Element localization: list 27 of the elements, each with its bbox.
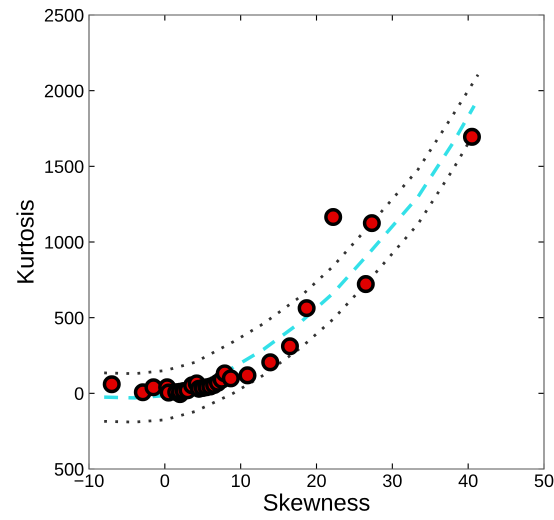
x-tick-label: 20 — [307, 474, 326, 488]
y-tick-label: 1000 — [45, 236, 84, 249]
point — [324, 208, 342, 226]
y-axis-title: Kurtosis — [16, 200, 34, 283]
point — [102, 375, 121, 394]
y-tick-label: 1500 — [45, 160, 84, 174]
x-tick-label: −10 — [74, 474, 104, 488]
x-tick-label: 40 — [458, 474, 478, 488]
point — [362, 214, 381, 232]
x-tick-label: 30 — [382, 474, 402, 488]
y-tick-label: 0 — [74, 387, 84, 400]
point — [261, 353, 280, 372]
y-tick-label: 2000 — [44, 84, 84, 98]
y-tick-label: 2500 — [44, 8, 84, 22]
point — [356, 275, 375, 294]
line-series — [102, 73, 480, 376]
point — [462, 128, 481, 146]
point — [298, 299, 316, 318]
point — [280, 337, 299, 356]
y-tick-label: 500 — [54, 462, 84, 476]
point — [238, 366, 257, 384]
point — [222, 369, 240, 388]
x-tick-label: 0 — [160, 474, 170, 488]
y-tick-label: 500 — [54, 312, 84, 324]
x-tick-label: 10 — [232, 474, 250, 488]
x-tick-label: 50 — [534, 474, 554, 488]
x-axis-title: Skewness — [264, 493, 370, 511]
